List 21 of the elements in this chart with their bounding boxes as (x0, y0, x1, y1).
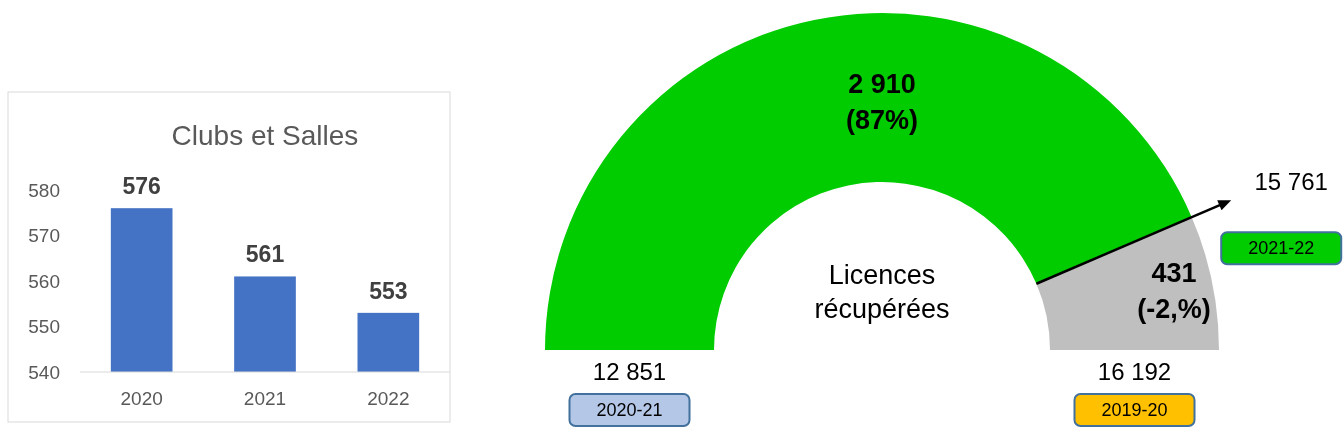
data-label: 431 (-2,%) (1137, 258, 1211, 324)
label-box: 2021-22 (1220, 231, 1343, 266)
chart-title: Clubs et Salles (171, 120, 359, 151)
data-label: 576 (122, 173, 161, 200)
text: Licences récupérées (814, 260, 950, 324)
label-box: 2020-21 (568, 393, 691, 427)
label-box: 2019-20 (1073, 393, 1196, 427)
text: 16 192 (1097, 358, 1172, 385)
y-tick-label: 540 (28, 361, 60, 383)
y-tick-label: 570 (28, 225, 60, 246)
text: 12 851 (592, 358, 667, 385)
y-tick-label: 560 (28, 270, 60, 292)
x-tick-label: 2021 (243, 388, 287, 409)
data-label: 553 (369, 277, 408, 304)
text: 15 761 (1254, 168, 1328, 196)
x-tick-label: 2020 (120, 388, 163, 409)
data-label: 2 910 (87%) (845, 69, 919, 135)
data-label: 561 (245, 241, 285, 268)
x-tick-label: 2022 (367, 388, 410, 409)
y-tick-label: 580 (28, 179, 60, 201)
y-tick-label: 550 (28, 316, 60, 337)
